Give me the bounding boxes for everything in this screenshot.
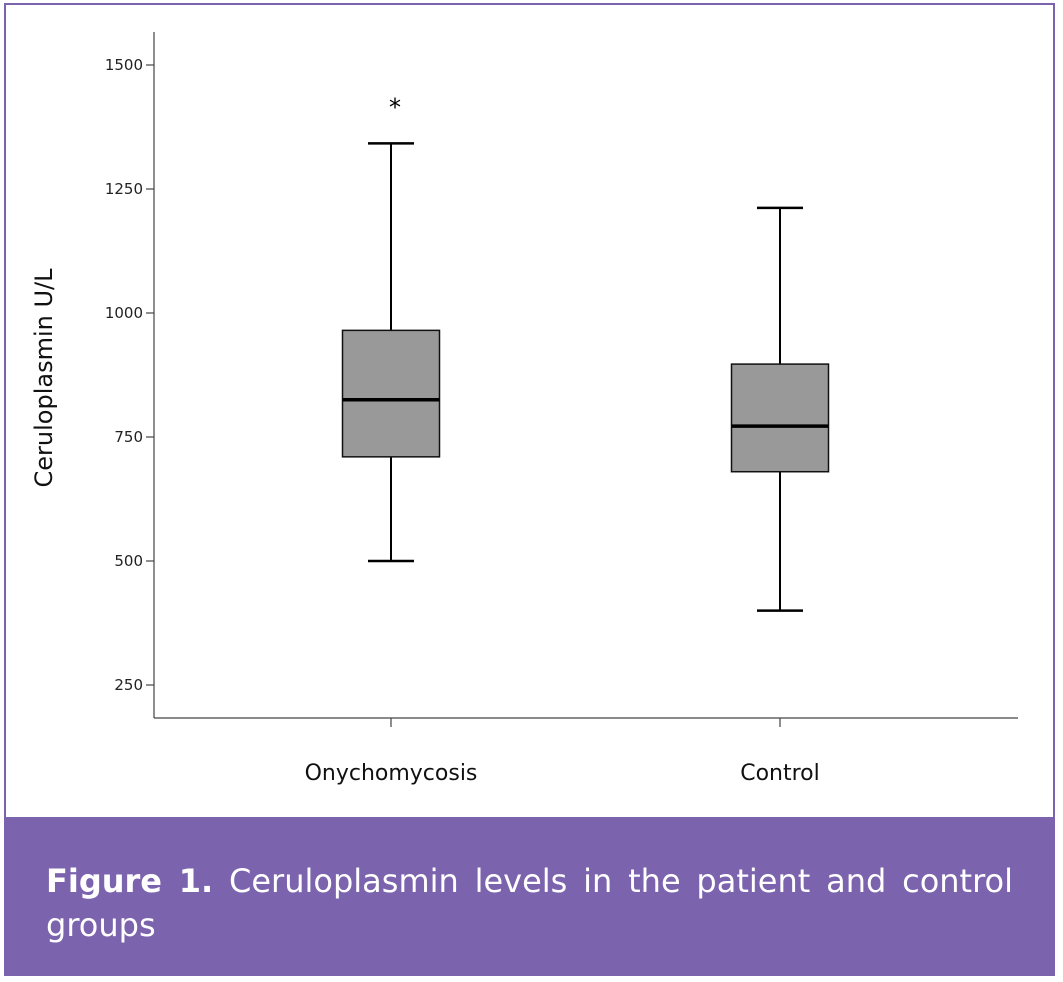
outlier-marker: * (389, 94, 401, 122)
caption-label: Figure 1. (46, 862, 214, 900)
iqr-box (341, 329, 441, 458)
figure-caption: Figure 1. Ceruloplasmin levels in the pa… (4, 817, 1055, 976)
x-tick-label: Onychomycosis (305, 761, 478, 786)
caption-text: Ceruloplasmin levels in the patient and … (46, 862, 1014, 944)
y-tick-label: 1500 (105, 56, 143, 74)
chart-boxes: * (341, 94, 830, 612)
boxplot-chart: 250 500 750 1000 1250 1500 Onychomycosis Contro… (30, 32, 1018, 786)
chart-axes: 250 500 750 1000 1250 1500 Onychomycosis Contro… (105, 32, 1018, 786)
y-tick-label: 1000 (105, 304, 143, 322)
y-tick-label: 500 (114, 552, 143, 570)
y-tick-label: 750 (114, 428, 143, 446)
y-tick-label: 1250 (105, 180, 143, 198)
x-tick-label: Control (740, 761, 820, 786)
y-axis-title: Ceruloplasmin U/L (30, 268, 58, 488)
figure-frame (4, 3, 1055, 976)
y-tick-label: 250 (114, 676, 143, 694)
iqr-box (730, 363, 830, 473)
